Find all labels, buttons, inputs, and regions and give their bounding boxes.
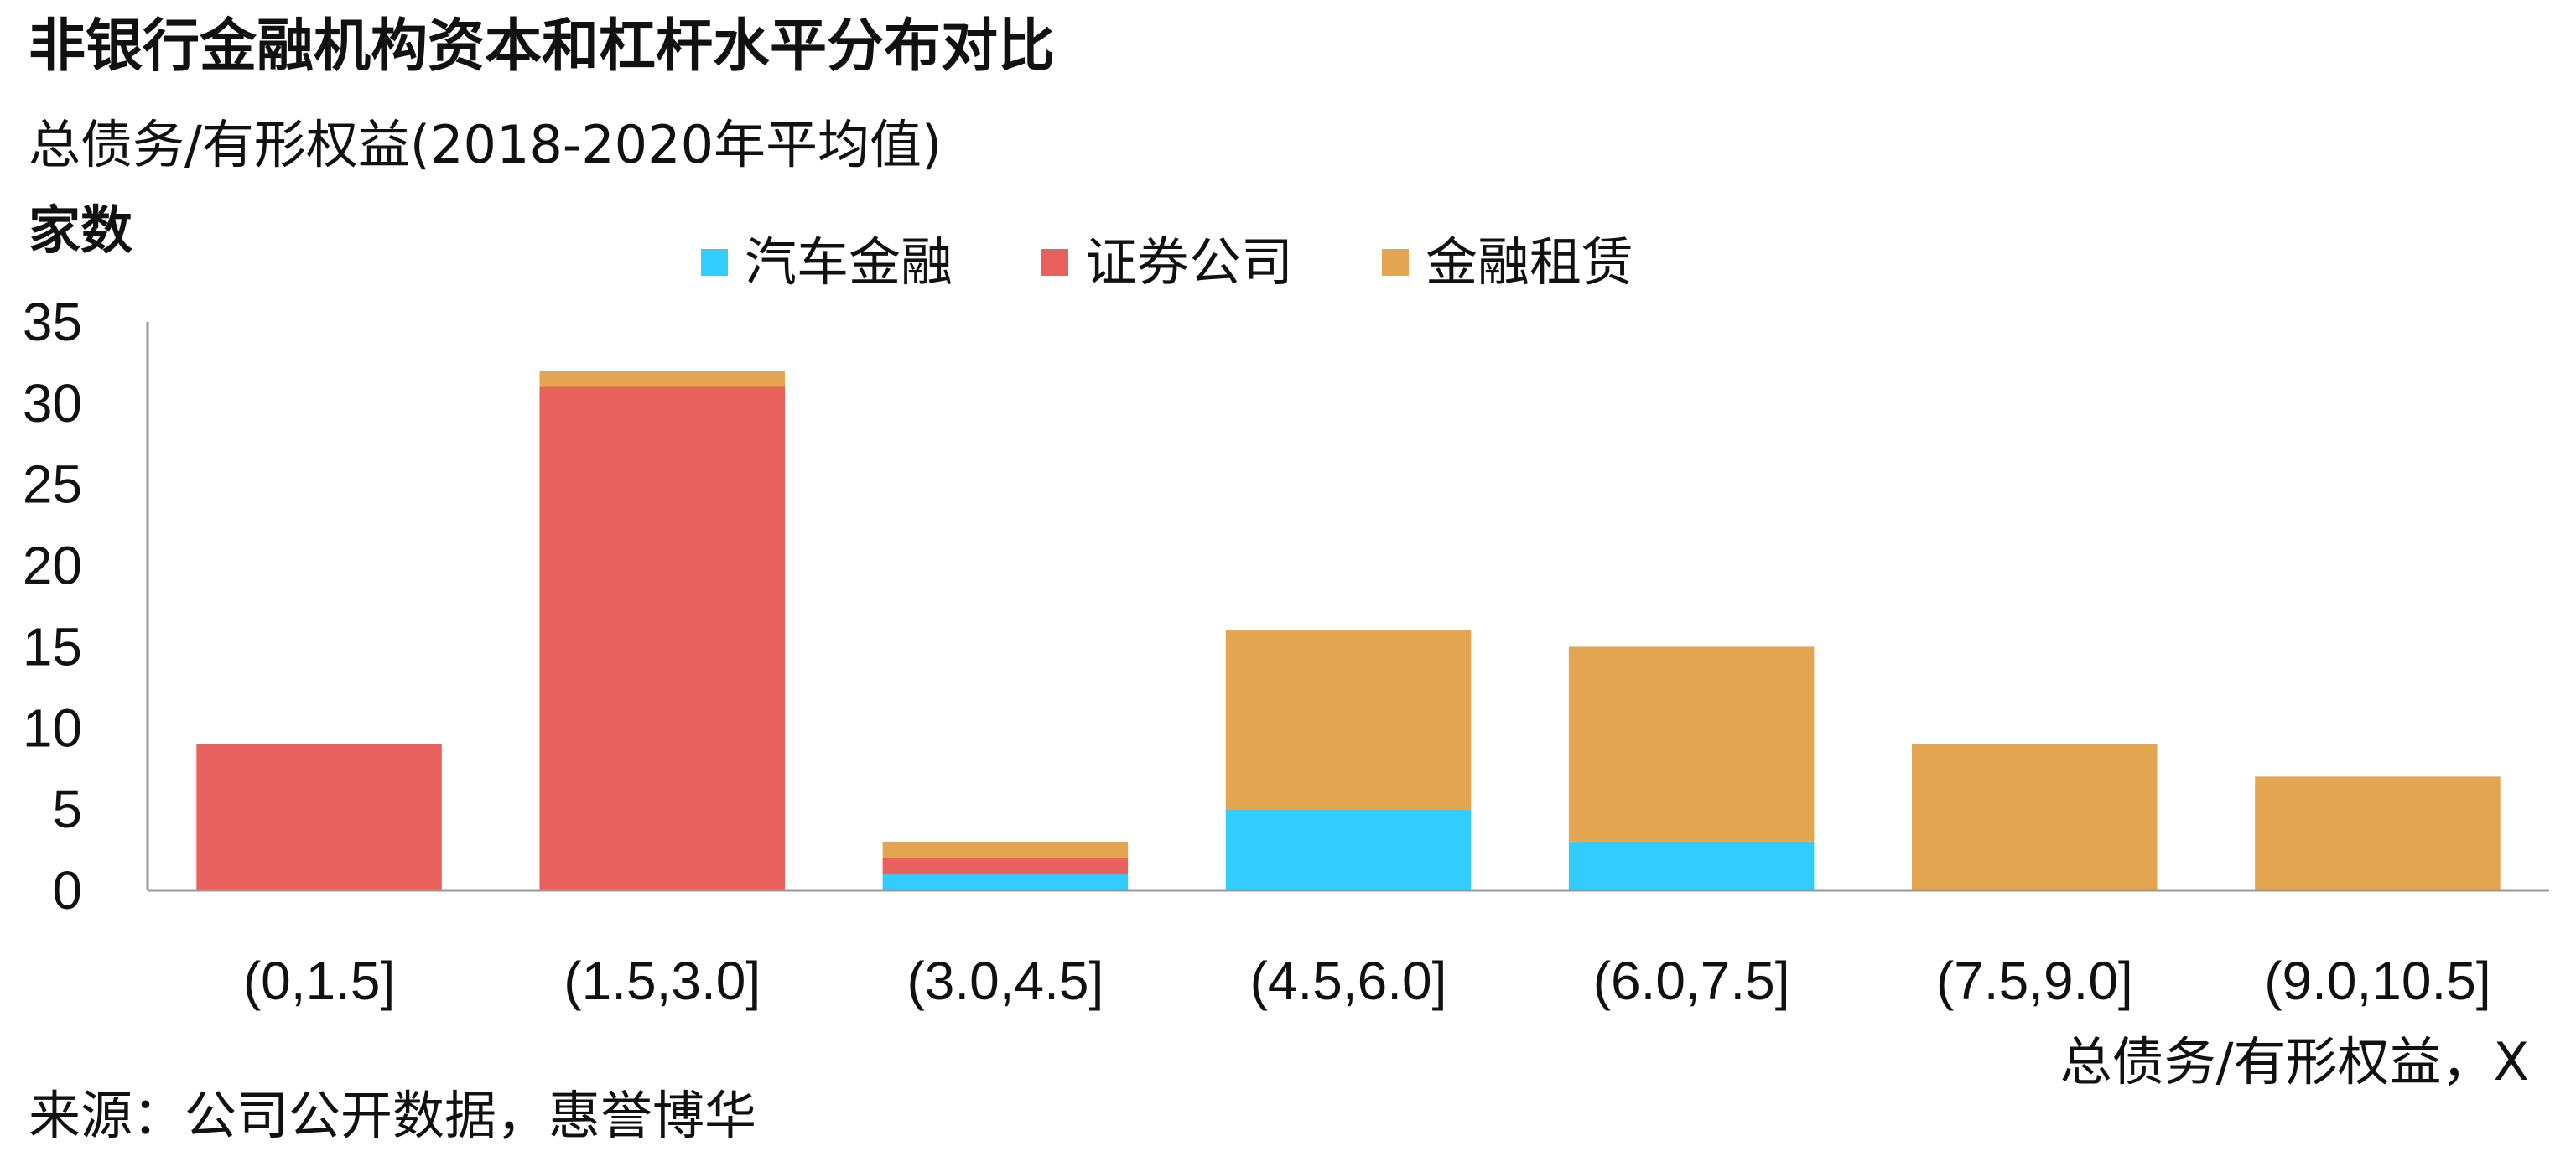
bar-segment-leasing-6 — [2255, 776, 2501, 890]
x-tick-label: (7.5,9.0] — [1936, 951, 2133, 1011]
bar-segment-auto-finance-4 — [1568, 841, 1815, 890]
x-axis-label: 总债务/有形权益，X — [2059, 1031, 2529, 1092]
bar-segment-securities-2 — [882, 858, 1129, 874]
y-tick-label: 25 — [23, 454, 82, 515]
bar-segment-auto-finance-2 — [882, 874, 1129, 890]
legend-item-securities: 证券公司 — [1041, 236, 1293, 288]
y-tick-label: 15 — [23, 616, 82, 677]
bar-segment-leasing-3 — [1225, 630, 1472, 810]
bar-segment-leasing-2 — [882, 841, 1129, 858]
legend-item-leasing: 金融租赁 — [1382, 236, 1633, 288]
bar-segment-leasing-5 — [1912, 744, 2158, 890]
bar-segment-leasing-4 — [1568, 646, 1815, 842]
x-tick-label: (1.5,3.0] — [564, 951, 761, 1011]
x-tick-label: (6.0,7.5] — [1593, 951, 1790, 1011]
bar-segment-securities-0 — [196, 744, 442, 890]
legend-label-leasing: 金融租赁 — [1426, 231, 1634, 293]
y-tick-label: 5 — [52, 779, 82, 839]
bar-segment-auto-finance-3 — [1225, 809, 1472, 890]
x-tick-label: (0,1.5] — [243, 951, 395, 1011]
chart-subtitle: 总债务/有形权益(2018-2020年平均值) — [29, 114, 943, 175]
y-tick-label: 20 — [23, 536, 82, 596]
source-note: 来源：公司公开数据，惠誉博华 — [29, 1085, 757, 1146]
bar-segment-leasing-1 — [539, 371, 785, 387]
x-tick-label: (3.0,4.5] — [906, 951, 1104, 1011]
legend: 汽车金融 证券公司 金融租赁 — [701, 236, 1722, 288]
legend-swatch-securities — [1041, 249, 1069, 276]
x-tick-label: (4.5,6.0] — [1250, 951, 1447, 1011]
y-tick-label: 0 — [52, 860, 82, 921]
legend-swatch-auto-finance — [701, 249, 728, 276]
x-tick-label: (9.0,10.5] — [2264, 951, 2490, 1011]
legend-label-auto-finance: 汽车金融 — [745, 231, 953, 293]
y-axis-label: 家数 — [29, 200, 133, 261]
y-tick-label: 35 — [23, 292, 82, 352]
chart-title: 非银行金融机构资本和杠杆水平分布对比 — [29, 13, 1056, 80]
y-tick-label: 10 — [23, 698, 82, 758]
y-tick-label: 30 — [23, 373, 82, 433]
bar-segment-securities-1 — [539, 386, 785, 890]
legend-label-securities: 证券公司 — [1085, 231, 1294, 293]
legend-swatch-leasing — [1382, 249, 1410, 276]
legend-item-auto-finance: 汽车金融 — [701, 236, 953, 288]
